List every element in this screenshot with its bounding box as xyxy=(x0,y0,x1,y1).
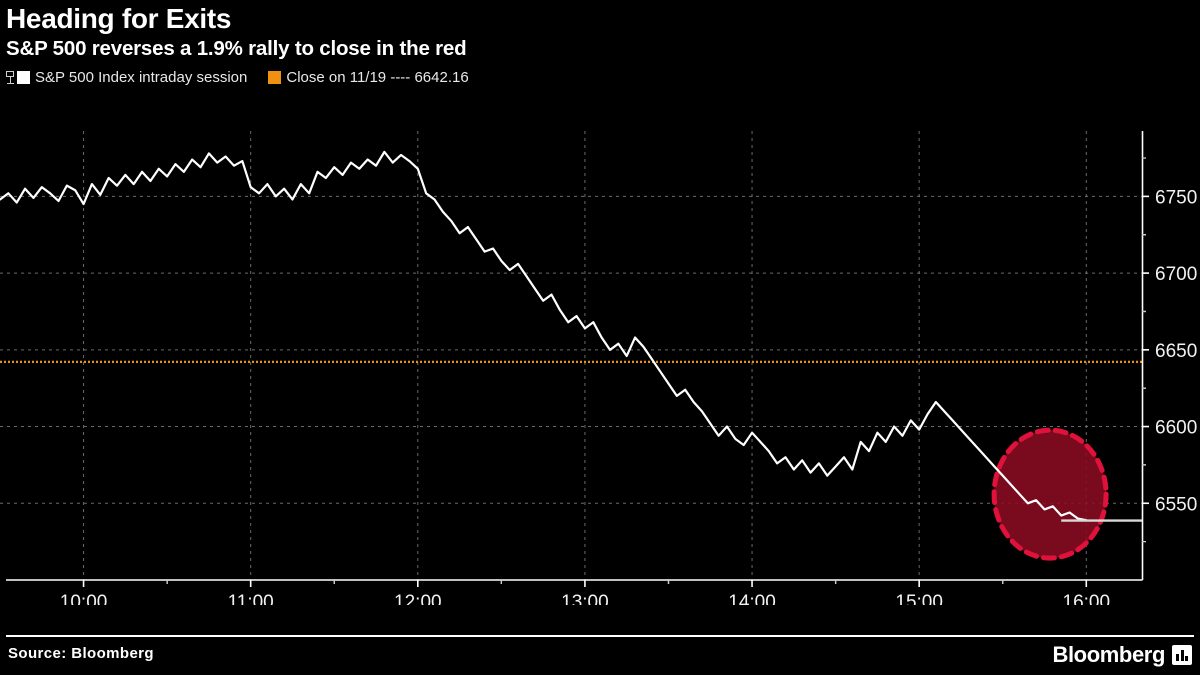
legend-label-index: S&P 500 Index intraday session xyxy=(35,68,248,86)
page-title: Heading for Exits xyxy=(6,3,232,34)
footer-divider xyxy=(6,635,1194,637)
legend-item-index: S&P 500 Index intraday session xyxy=(6,70,247,85)
bloomberg-wordmark: Bloomberg xyxy=(1052,642,1165,667)
price-chart-svg: 6550 6600 6650 6700 6750 10:00 11:00 12:00 13:0… xyxy=(0,131,1197,605)
chart-footer: Source: Bloomberg Bloomberg xyxy=(0,635,1200,675)
x-axis-ticks xyxy=(82,580,1088,587)
x-tick-label: 11:00 xyxy=(228,592,274,605)
bar-chart-icon xyxy=(1172,645,1192,665)
bloomberg-logo: Bloomberg xyxy=(1052,642,1192,668)
chart-area: 6550 6600 6650 6700 6750 10:00 11:00 12:00 13:0… xyxy=(0,125,1200,605)
y-tick-label: 6700 xyxy=(1155,264,1197,285)
chart-header: Heading for Exits S&P 500 reverses a 1.9… xyxy=(0,0,1200,85)
chart-gridlines xyxy=(0,195,1142,504)
x-tick-label: 10:00 xyxy=(60,592,108,605)
chart-legend: S&P 500 Index intraday session Close on … xyxy=(6,70,1200,85)
legend-swatch-white xyxy=(17,70,30,84)
legend-swatch-orange xyxy=(268,70,282,84)
x-tick-label: 12:00 xyxy=(394,592,442,605)
x-tick-label: 13:00 xyxy=(561,592,609,605)
legend-label-close: Close on 11/19 ---- 6642.16 xyxy=(286,68,469,86)
y-tick-label: 6600 xyxy=(1155,418,1197,439)
source-credit: Source: Bloomberg xyxy=(8,645,154,662)
y-tick-label: 6750 xyxy=(1155,187,1197,208)
x-tick-label: 14:00 xyxy=(728,592,776,605)
y-axis-ticks xyxy=(1142,157,1149,543)
x-axis-labels: 10:00 11:00 12:00 13:00 14:00 15:00 16:00 xyxy=(60,592,1110,605)
y-tick-label: 6550 xyxy=(1155,494,1197,515)
x-tick-label: 15:00 xyxy=(895,592,943,605)
y-tick-label: 6650 xyxy=(1155,341,1197,362)
y-axis-labels: 6550 6600 6650 6700 6750 xyxy=(1155,187,1197,515)
price-line xyxy=(0,150,1088,522)
page-subtitle: S&P 500 reverses a 1.9% rally to close i… xyxy=(6,37,467,61)
x-tick-label: 16:00 xyxy=(1063,592,1111,605)
candlestick-bar-icon xyxy=(6,70,15,85)
legend-item-close: Close on 11/19 ---- 6642.16 xyxy=(268,68,469,86)
chart-vertical-gridlines xyxy=(83,131,1087,580)
selloff-highlight-ellipse xyxy=(991,427,1109,561)
